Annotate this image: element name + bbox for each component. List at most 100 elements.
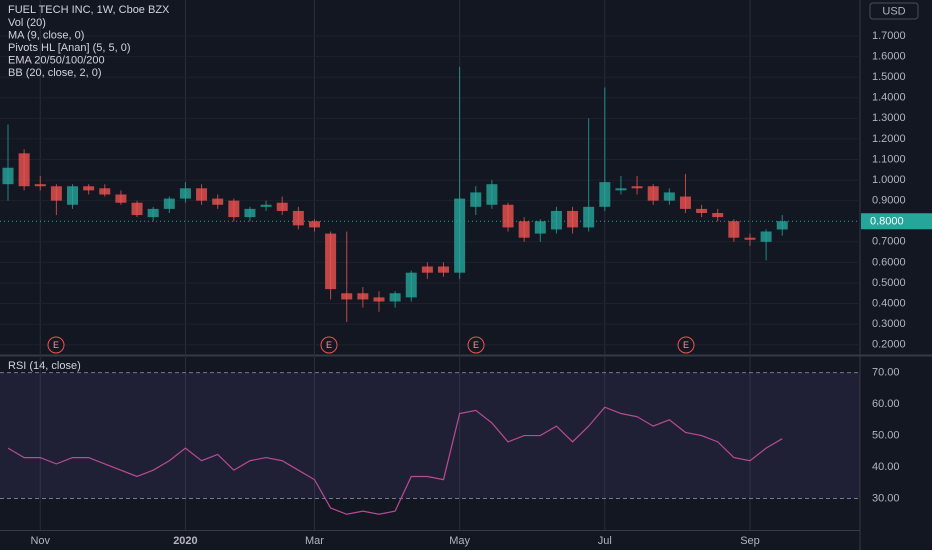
indicator-legend: MA (9, close, 0) bbox=[8, 29, 84, 41]
y-tick-label: 0.2000 bbox=[872, 339, 906, 351]
candle-body bbox=[679, 196, 691, 209]
labels: Nov 2020 Mar May Jul Sep Vol (20)MA (9, close,… bbox=[8, 17, 932, 547]
y-tick-label: 0.9000 bbox=[872, 195, 906, 207]
y-tick-label: 60.00 bbox=[872, 398, 900, 410]
x-tick-label: Mar bbox=[305, 535, 324, 547]
y-tick-label: 1.6000 bbox=[872, 51, 906, 63]
x-tick-label: Jul bbox=[598, 535, 612, 547]
last-price-box bbox=[861, 213, 932, 230]
earnings-label: E bbox=[683, 340, 689, 350]
candle-body bbox=[115, 194, 127, 203]
rsi-line bbox=[7, 406, 783, 515]
earnings-marker bbox=[677, 336, 695, 354]
candle-body bbox=[34, 184, 46, 187]
y-tick-label: 1.3000 bbox=[872, 112, 906, 124]
candle-body bbox=[776, 221, 788, 230]
earnings-label: E bbox=[473, 340, 479, 350]
marks bbox=[2, 66, 788, 515]
candle-body bbox=[518, 221, 530, 238]
candle-body bbox=[567, 210, 579, 228]
y-tick-label: 0.5000 bbox=[872, 277, 906, 289]
x-tick-label: Nov bbox=[30, 535, 50, 547]
indicator-legend: Vol (20) bbox=[8, 17, 46, 29]
candle-body bbox=[599, 182, 611, 207]
indicator-legend: EMA 20/50/100/200 bbox=[8, 54, 105, 66]
earnings-label: E bbox=[53, 340, 59, 350]
indicator-legend: BB (20, close, 2, 0) bbox=[8, 67, 102, 79]
candle-body bbox=[83, 186, 95, 191]
y-tick-label: 1.1000 bbox=[872, 153, 906, 165]
x-tick-label: 2020 bbox=[173, 535, 197, 547]
candle-body bbox=[438, 266, 450, 273]
y-tick-label: 50.00 bbox=[872, 429, 900, 441]
indicator-legend: Pivots HL [Anan] (5, 5, 0) bbox=[8, 42, 130, 54]
candle-body bbox=[260, 204, 272, 207]
candle-body bbox=[712, 213, 724, 218]
earnings-label: E bbox=[326, 340, 332, 350]
y-tick-label: 1.7000 bbox=[872, 30, 906, 42]
y-tick-label: 1.4000 bbox=[872, 92, 906, 104]
y-tick-label: 30.00 bbox=[872, 492, 900, 504]
currency-box[interactable] bbox=[869, 2, 919, 20]
candle-body bbox=[663, 192, 675, 201]
y-tick-label: 70.00 bbox=[872, 366, 900, 378]
candle-body bbox=[647, 186, 659, 201]
y-tick-label: 0.3000 bbox=[872, 318, 906, 330]
candle-body bbox=[341, 293, 353, 300]
candle-body bbox=[2, 167, 14, 185]
candle-body bbox=[179, 188, 191, 199]
y-tick-label: 0.7000 bbox=[872, 236, 906, 248]
candle-body bbox=[454, 198, 466, 273]
candle-body bbox=[550, 210, 562, 230]
chart-title: FUEL TECH INC, 1W, Cboe BZX bbox=[8, 4, 170, 16]
y-tick-label: 1.5000 bbox=[872, 71, 906, 83]
y-tick-label: 40.00 bbox=[872, 461, 900, 473]
candle-body bbox=[212, 198, 224, 205]
candle-body bbox=[99, 188, 111, 195]
y-tick-label: 1.2000 bbox=[872, 133, 906, 145]
earnings-marker bbox=[320, 336, 338, 354]
candle-body bbox=[292, 210, 304, 226]
rsi-title: RSI (14, close) bbox=[8, 360, 81, 372]
rsi-band bbox=[0, 372, 860, 499]
candle-body bbox=[357, 293, 369, 300]
y-tick-label: 0.6000 bbox=[872, 256, 906, 268]
candle-body bbox=[728, 221, 740, 238]
candle-body bbox=[163, 198, 175, 209]
candle-body bbox=[534, 221, 546, 234]
candle-body bbox=[131, 202, 143, 216]
candle-body bbox=[325, 233, 337, 290]
candle-body bbox=[276, 202, 288, 211]
candle-body bbox=[67, 186, 79, 205]
earnings-marker bbox=[47, 336, 65, 354]
candle-body bbox=[373, 297, 385, 302]
candle-body bbox=[228, 200, 240, 218]
candle-body bbox=[147, 208, 159, 218]
x-tick-label: May bbox=[449, 535, 470, 547]
earnings-marker bbox=[467, 336, 485, 354]
candle-body bbox=[486, 184, 498, 205]
candle-body bbox=[421, 266, 433, 273]
rsi-panel bbox=[0, 356, 860, 530]
last-price-label: 0.8000 bbox=[870, 216, 904, 228]
y-tick-label: 1.0000 bbox=[872, 174, 906, 186]
currency[interactable]: USD bbox=[882, 5, 905, 17]
candle-body bbox=[389, 293, 401, 302]
candle-body bbox=[50, 186, 62, 201]
x-tick-label: Sep bbox=[740, 535, 760, 547]
candle-body bbox=[502, 204, 514, 228]
candle-body bbox=[696, 208, 708, 213]
candle-body bbox=[744, 237, 756, 240]
candle-body bbox=[405, 272, 417, 298]
candle-body bbox=[18, 153, 30, 187]
candle-body bbox=[631, 186, 643, 189]
candle-body bbox=[583, 206, 595, 228]
y-tick-label: 0.4000 bbox=[872, 297, 906, 309]
candle-body bbox=[244, 208, 256, 218]
candle-body bbox=[470, 192, 482, 207]
candle-body bbox=[196, 188, 208, 201]
candle-body bbox=[615, 188, 627, 191]
candle-body bbox=[308, 221, 320, 228]
